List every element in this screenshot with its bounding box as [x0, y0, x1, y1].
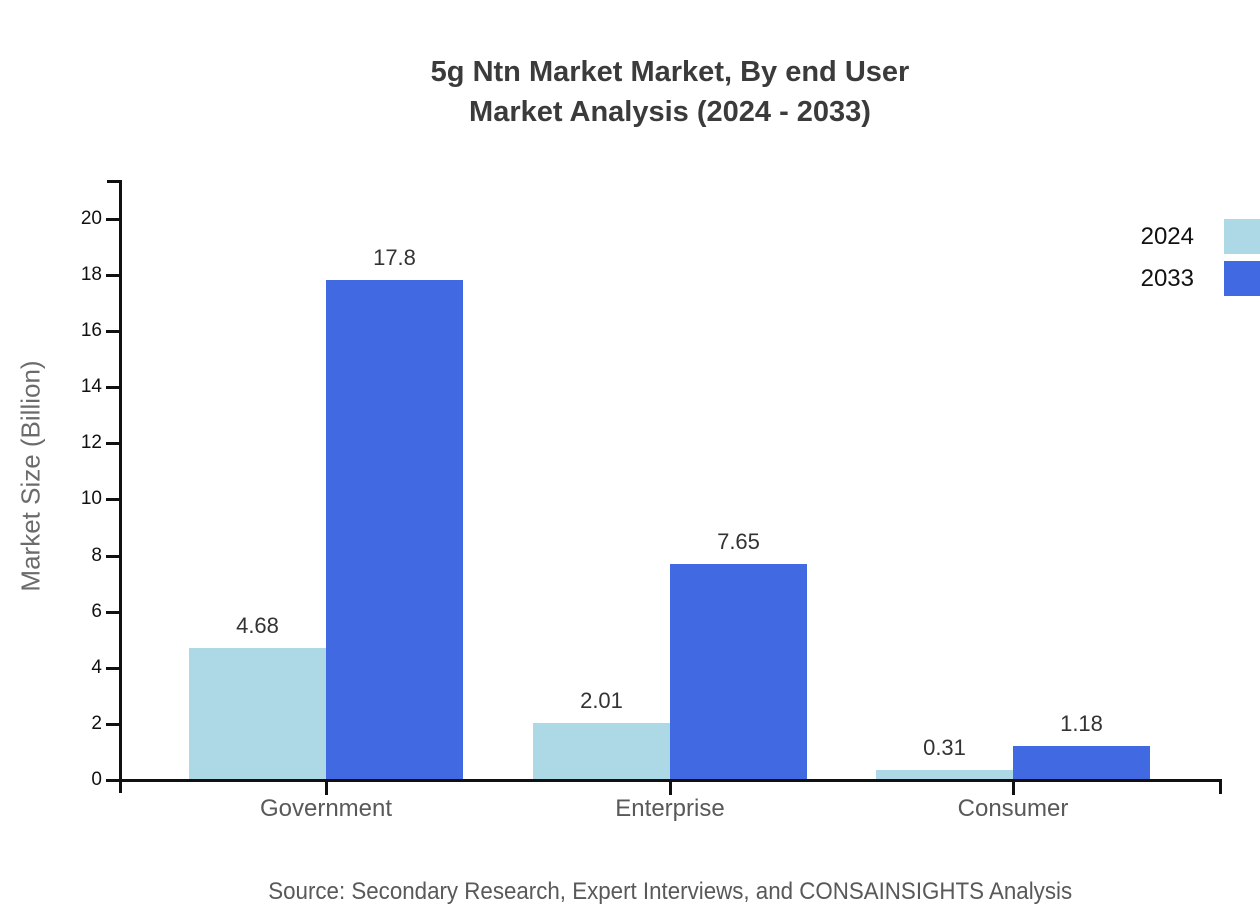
bar-2033-government: [326, 280, 463, 779]
y-axis-line: [119, 180, 122, 793]
category-label-enterprise: Enterprise: [615, 795, 725, 822]
y-tick-label-14: 14: [80, 376, 102, 397]
legend: 2024 2033: [1141, 219, 1260, 303]
bar-value-label-2033-enterprise: 7.65: [717, 529, 760, 554]
x-tick-consumer: [1012, 782, 1015, 795]
y-tick-20: [106, 218, 119, 221]
y-tick-16: [106, 330, 119, 333]
y-tick-6: [106, 611, 119, 614]
x-tick-enterprise: [669, 782, 672, 795]
y-tick-label-10: 10: [80, 488, 102, 509]
bar-2024-government: [189, 648, 326, 779]
y-tick-4: [106, 667, 119, 670]
bar-2033-enterprise: [670, 564, 807, 779]
bar-value-label-2024-enterprise: 2.01: [580, 688, 623, 713]
y-tick-2: [106, 723, 119, 726]
y-tick-label-18: 18: [80, 264, 102, 285]
y-tick-10: [106, 498, 119, 501]
y-axis-top-cap: [107, 180, 122, 183]
bar-value-label-2033-consumer: 1.18: [1060, 711, 1103, 736]
source-note: Source: Secondary Research, Expert Inter…: [80, 878, 1260, 906]
legend-item-2033: 2033: [1141, 261, 1260, 296]
category-label-consumer: Consumer: [957, 795, 1069, 822]
bar-2024-consumer: [876, 770, 1013, 779]
bar-2024-enterprise: [533, 723, 670, 779]
bar-value-label-2033-government: 17.8: [373, 245, 416, 270]
y-tick-8: [106, 555, 119, 558]
y-tick-label-12: 12: [80, 432, 102, 453]
y-tick-14: [106, 386, 119, 389]
chart-title-line-2: Market Analysis (2024 - 2033): [469, 96, 871, 128]
bar-value-label-2024-consumer: 0.31: [923, 735, 966, 760]
y-tick-label-2: 2: [91, 713, 102, 734]
legend-swatch-2024: [1224, 219, 1260, 254]
chart-title: 5g Ntn Market Market, By end User Market…: [80, 52, 1260, 132]
y-tick-label-0: 0: [91, 769, 102, 790]
chart-title-line-1: 5g Ntn Market Market, By end User: [430, 56, 910, 88]
y-tick-label-6: 6: [91, 601, 102, 622]
y-tick-12: [106, 442, 119, 445]
y-tick-0: [106, 779, 119, 782]
y-tick-label-16: 16: [80, 320, 102, 341]
bar-value-label-2024-government: 4.68: [236, 613, 279, 638]
legend-label-2033: 2033: [1140, 264, 1194, 292]
x-tick-government: [325, 782, 328, 795]
legend-item-2024: 2024: [1141, 219, 1260, 254]
y-tick-label-20: 20: [80, 208, 102, 229]
y-tick-18: [106, 274, 119, 277]
x-axis-line: [108, 779, 1222, 782]
category-label-government: Government: [259, 795, 393, 822]
x-axis-right-cap: [1219, 779, 1222, 794]
source-note-text: Source: Secondary Research, Expert Inter…: [268, 878, 1072, 905]
y-tick-label-8: 8: [91, 545, 102, 566]
legend-label-2024: 2024: [1140, 222, 1194, 250]
y-tick-label-4: 4: [91, 657, 102, 678]
bar-2033-consumer: [1013, 746, 1150, 779]
legend-swatch-2033: [1224, 261, 1260, 296]
